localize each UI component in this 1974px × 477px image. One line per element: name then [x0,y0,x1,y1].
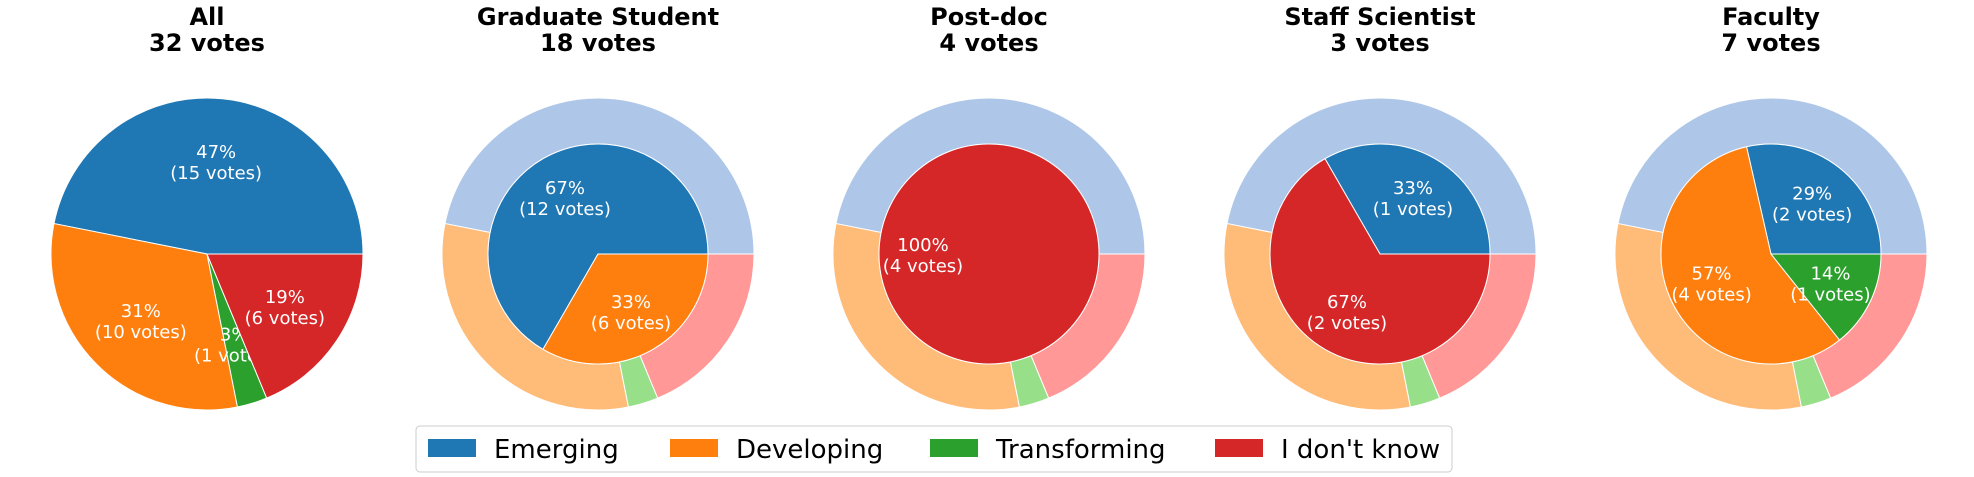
pie-slice-transforming [1769,253,1882,341]
chart-subtitle: 18 votes [540,29,656,57]
slice-label: 31% (10 votes) [95,301,187,343]
chart-title: Faculty [1722,3,1820,31]
pie-slice-developing [542,253,709,365]
chart-subtitle: 3 votes [1330,29,1429,57]
legend-item-emerging: Emerging [428,435,619,465]
pie-slice-emerging [1745,143,1882,255]
legend-label: Developing [736,435,883,465]
pie-slice-i-don-t-know [878,143,1100,365]
slice-label: 47% (15 votes) [170,142,262,184]
slice-label: 14% (1 votes) [1790,264,1870,306]
pie-slice-developing [50,222,239,411]
legend-label: I don't know [1281,435,1440,465]
slice-label: 29% (2 votes) [1772,183,1852,225]
chart-title: All [189,3,224,31]
pie-slice-i-don-t-know [1269,158,1491,365]
legend-item-i-don-t-know: I don't know [1215,435,1440,465]
pie-slice-emerging [53,97,364,255]
pie-slice-i-don-t-know [206,253,364,399]
legend-item-developing: Developing [670,435,883,465]
legend: Emerging Developing Transforming I don't kn… [415,425,1453,473]
pie-slice-developing [1660,146,1841,365]
legend-swatch [1215,439,1263,457]
legend-swatch [428,439,476,457]
slice-label: 33% (1 votes) [1373,178,1453,220]
slice-label: 57% (4 votes) [1671,264,1751,306]
chart-title: Graduate Student [477,3,719,31]
chart-title: Post-doc [930,3,1048,31]
legend-label: Transforming [995,435,1166,465]
chart-subtitle: 4 votes [939,29,1038,57]
slice-label: 19% (6 votes) [245,287,325,329]
slice-label: 67% (2 votes) [1307,292,1387,334]
slice-label: 33% (6 votes) [591,292,671,334]
slice-label: 67% (12 votes) [519,178,611,220]
slice-label: 100% (4 votes) [883,235,963,277]
chart-subtitle: 7 votes [1721,29,1820,57]
pie-slice-emerging [487,143,709,350]
legend-swatch [930,439,978,457]
legend-item-transforming: Transforming [930,435,1166,465]
legend-label: Emerging [494,435,619,465]
chart-title: Staff Scientist [1284,3,1475,31]
pie-slice-emerging [1324,143,1491,255]
chart-subtitle: 32 votes [149,29,265,57]
legend-swatch [670,439,718,457]
